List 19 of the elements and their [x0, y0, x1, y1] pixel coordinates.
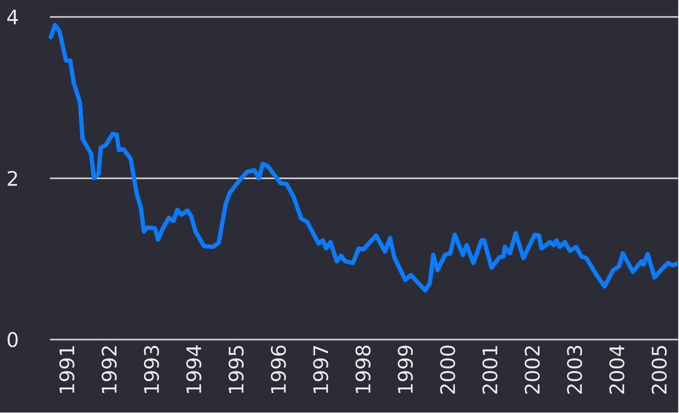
- y-tick-label: 0: [8, 332, 18, 348]
- x-tick-label: 1992: [102, 346, 117, 394]
- x-tick-label: 2003: [566, 346, 582, 394]
- y-tick-label: 2: [8, 171, 18, 186]
- x-tick-label: 1998: [355, 346, 371, 394]
- x-tick-label: 1993: [144, 346, 160, 394]
- x-tick-label: 2005: [652, 346, 667, 394]
- x-tick-label: 1997: [313, 346, 328, 394]
- line-series: [48, 23, 679, 293]
- x-tick-label: 1996: [270, 346, 286, 394]
- x-tick-label: 2004: [609, 346, 624, 394]
- x-tick-label: 1991: [59, 346, 74, 394]
- x-tick-label: 2001: [482, 346, 498, 394]
- x-tick-label: 1994: [186, 346, 202, 394]
- x-tick-label: 1999: [398, 346, 413, 394]
- x-tick-label: 2002: [524, 346, 540, 394]
- x-tick-label: 2000: [440, 346, 456, 394]
- y-tick-label: 4: [7, 10, 18, 25]
- x-tick-label: 1995: [228, 346, 244, 394]
